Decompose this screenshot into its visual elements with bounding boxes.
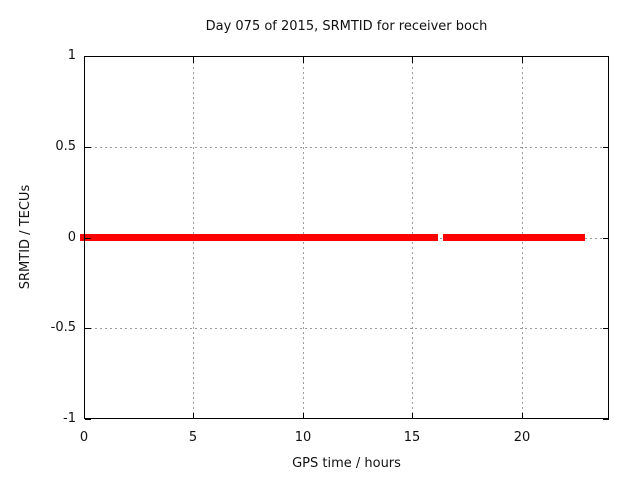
chart-title: Day 075 of 2015, SRMTID for receiver boc… bbox=[205, 19, 488, 34]
x-tick-mark-bottom bbox=[193, 413, 194, 419]
y-tick-label: 0.5 bbox=[55, 139, 76, 154]
x-tick-mark-top bbox=[522, 57, 523, 63]
y-tick-label: -0.5 bbox=[50, 320, 76, 335]
y-tick-label: 1 bbox=[67, 48, 76, 63]
y-tick-mark-left bbox=[85, 328, 91, 329]
x-tick-mark-top bbox=[303, 57, 304, 63]
y-tick-mark-right bbox=[603, 147, 609, 148]
y-tick-mark-left bbox=[85, 147, 91, 148]
x-tick-label: 0 bbox=[79, 430, 89, 445]
x-tick-label: 15 bbox=[403, 430, 421, 445]
x-axis-label: GPS time / hours bbox=[292, 456, 401, 471]
grid-line-horizontal bbox=[85, 147, 608, 148]
y-tick-mark-right bbox=[603, 328, 609, 329]
x-tick-mark-bottom bbox=[522, 413, 523, 419]
x-tick-label: 10 bbox=[294, 430, 312, 445]
y-tick-mark-left bbox=[85, 238, 91, 239]
y-tick-label: -1 bbox=[63, 411, 76, 426]
x-tick-label: 5 bbox=[188, 430, 198, 445]
data-series-segment bbox=[80, 234, 438, 241]
x-tick-mark-top bbox=[412, 57, 413, 63]
grid-line-horizontal bbox=[85, 328, 608, 329]
y-tick-label: 0 bbox=[67, 230, 76, 245]
y-tick-mark-right bbox=[603, 419, 609, 420]
y-tick-mark-left bbox=[85, 419, 91, 420]
y-tick-mark-right bbox=[603, 238, 609, 239]
x-tick-mark-top bbox=[193, 57, 194, 63]
y-tick-mark-left bbox=[85, 56, 91, 57]
data-series-segment bbox=[443, 234, 585, 241]
x-tick-mark-top bbox=[84, 57, 85, 63]
x-tick-label: 20 bbox=[513, 430, 531, 445]
y-tick-mark-right bbox=[603, 56, 609, 57]
x-tick-mark-bottom bbox=[412, 413, 413, 419]
x-tick-mark-bottom bbox=[303, 413, 304, 419]
